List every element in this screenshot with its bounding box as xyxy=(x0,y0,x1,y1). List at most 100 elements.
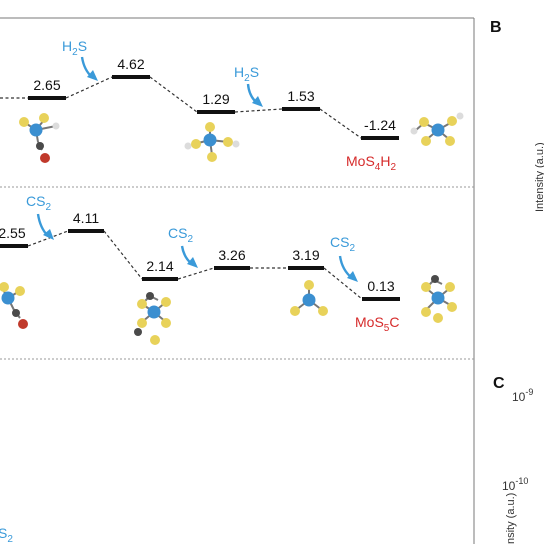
row2-connector xyxy=(27,230,363,300)
mo-atom xyxy=(431,123,445,137)
row1-level-3-value: 1.29 xyxy=(202,91,229,107)
o-atom xyxy=(18,319,28,329)
h-atom xyxy=(52,122,60,130)
row3-reagent-partial-label: S2 xyxy=(0,525,13,544)
panel-b-label: B xyxy=(490,19,502,36)
row2-reagent-2-label: CS2 xyxy=(168,225,193,245)
s-atom xyxy=(191,139,201,149)
row2-reagent-3: CS2 xyxy=(330,234,358,282)
mo-atom xyxy=(1,291,15,305)
row1-reagent-2-arrowhead xyxy=(252,96,263,107)
s-atom xyxy=(150,335,160,345)
row1-reagent-2-label: H2S xyxy=(234,64,259,84)
row2-energy-path xyxy=(0,229,400,301)
panel-b-ylabel: Intensity (a.u.) xyxy=(534,142,544,212)
s-atom xyxy=(137,318,147,328)
s-atom xyxy=(19,117,29,127)
row1-reagent-1-arrowhead xyxy=(87,70,98,81)
row2-level-2-bar xyxy=(68,229,104,233)
s-atom xyxy=(447,302,457,312)
row2-reagent-3-arrowhead xyxy=(347,271,358,282)
row2-level-2-value: 4.11 xyxy=(73,210,99,226)
c-atom xyxy=(134,328,142,336)
row2-reagent-1-arrowhead xyxy=(43,229,54,240)
row1-level-4-bar xyxy=(282,107,320,111)
row2-reagent-1-label: CS2 xyxy=(26,193,51,213)
h-atom xyxy=(456,112,464,120)
s-atom xyxy=(445,136,455,146)
s-atom xyxy=(39,113,49,123)
row1-level-2-value: 4.62 xyxy=(117,56,144,72)
row2-molecule-4 xyxy=(421,275,457,323)
s-atom xyxy=(421,307,431,317)
s-atom xyxy=(419,117,429,127)
row2-level-6-value: 0.13 xyxy=(367,278,394,294)
panel-c-tick-second: 10-10 xyxy=(502,476,528,493)
mo-atom xyxy=(431,291,445,305)
row2-level-1-value: 2.55 xyxy=(0,225,26,241)
row1-product-label: MoS4H2 xyxy=(346,153,396,173)
row2-reagent-1: CS2 xyxy=(26,193,54,240)
row1-level-5-bar xyxy=(361,136,399,140)
row1-molecule-2 xyxy=(184,122,240,162)
s-atom xyxy=(161,318,171,328)
s-atom xyxy=(447,116,457,126)
panel-c-tick-top: 10-9 xyxy=(512,387,533,404)
row2-level-1-bar xyxy=(0,244,28,248)
row2-reagent-2: CS2 xyxy=(168,225,198,268)
s-atom xyxy=(433,313,443,323)
row1-molecule-3 xyxy=(410,112,464,146)
row1-reagent-1-label: H2S xyxy=(62,38,87,58)
row1-energy-labels: 2.65 4.62 1.29 1.53 -1.24 xyxy=(33,56,396,133)
row1-reagent-2: H2S xyxy=(234,64,263,107)
s-atom xyxy=(137,299,147,309)
row1-reagent-1: H2S xyxy=(62,38,98,81)
c-atom xyxy=(12,309,20,317)
mo-atom xyxy=(203,133,217,147)
row1-energy-path xyxy=(0,75,399,140)
mo-atom xyxy=(29,123,43,137)
c-atom xyxy=(146,292,154,300)
o-atom xyxy=(40,153,50,163)
mo-atom xyxy=(147,305,161,319)
s-atom xyxy=(290,306,300,316)
row1-level-3-bar xyxy=(197,110,235,114)
s-atom xyxy=(421,282,431,292)
row1-level-5-value: -1.24 xyxy=(364,117,396,133)
row2-energy-labels: 2.55 4.11 2.14 3.26 3.19 0.13 xyxy=(0,210,395,294)
row2-level-4-value: 3.26 xyxy=(218,247,245,263)
row2-level-4-bar xyxy=(214,266,250,270)
panel-c-ylabel: nsity (a.u.) xyxy=(505,493,517,544)
row2-level-5-bar xyxy=(288,266,324,270)
h-atom xyxy=(184,142,192,150)
s-atom xyxy=(318,306,328,316)
s-atom xyxy=(0,282,9,292)
row2-level-3-value: 2.14 xyxy=(146,258,173,274)
row2-reagent-3-label: CS2 xyxy=(330,234,355,254)
row2-molecule-3 xyxy=(290,280,328,316)
row1-level-2-bar xyxy=(112,75,150,79)
s-atom xyxy=(207,152,217,162)
row2-level-6-bar xyxy=(362,297,400,301)
c-atom xyxy=(36,142,44,150)
s-atom xyxy=(205,122,215,132)
s-atom xyxy=(304,280,314,290)
mo-atom xyxy=(302,293,316,307)
panel-c-label: C xyxy=(493,375,505,392)
c-atom xyxy=(431,275,439,283)
row1-molecule-1 xyxy=(19,113,60,163)
row2-level-3-bar xyxy=(142,277,178,281)
row2-molecule-1 xyxy=(0,282,28,329)
row2-molecule-2 xyxy=(134,292,171,345)
panel-a-frame xyxy=(0,17,475,544)
row1-level-1-bar xyxy=(28,96,66,100)
s-atom xyxy=(421,136,431,146)
row1-level-4-value: 1.53 xyxy=(287,88,314,104)
s-atom xyxy=(15,286,25,296)
row1-connector xyxy=(0,76,362,139)
row2-level-5-value: 3.19 xyxy=(292,247,319,263)
h-atom xyxy=(232,140,240,148)
s-atom xyxy=(223,137,233,147)
h-atom xyxy=(410,127,418,135)
